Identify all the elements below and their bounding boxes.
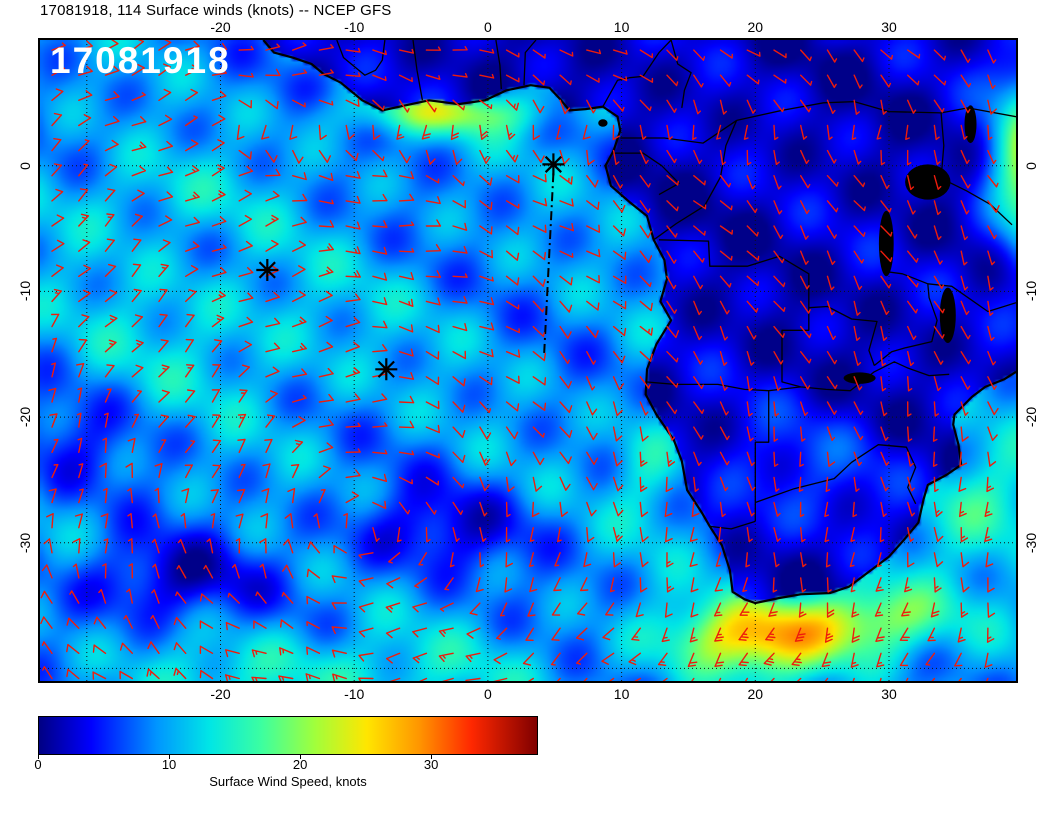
lon-tick-label-bottom: -10 [344,686,365,702]
lake-shape [843,372,876,384]
map-frame: 17081918 [38,38,1018,683]
colorbar-tick-label: 0 [34,757,42,772]
lon-tick-label-top: -20 [210,19,231,35]
lat-tick-label-right: -30 [1023,532,1039,553]
lon-tick-label-bottom: 0 [483,686,492,702]
lon-tick-label-top: 30 [881,19,897,35]
station-asterisk-markers [256,153,565,381]
lon-tick-label-top: 0 [483,19,492,35]
figure-title: 17081918, 114 Surface winds (knots) -- N… [40,2,392,19]
lat-tick-label-right: -20 [1023,406,1039,428]
lat-tick-label-left: 0 [17,161,33,170]
lake-shape [964,105,977,144]
colorbar-tick-label: 30 [423,757,439,772]
colorbar-title: Surface Wind Speed, knots [209,774,367,789]
africa-coastline [262,40,1016,605]
lat-tick-label-right: 0 [1023,161,1039,170]
lon-tick-label-bottom: 10 [613,686,630,702]
lake-shape [939,287,956,343]
run-timestamp-label: 17081918 [50,40,231,81]
colorbar-tick-mark [38,754,39,759]
lat-tick-label-left: -10 [17,281,33,302]
lake-shape [878,210,894,277]
lake-shape [905,164,951,200]
lon-tick-label-top: 20 [747,19,764,35]
graticule-grid [40,40,1016,681]
lake-shape [598,119,608,127]
lat-tick-label-left: -30 [17,532,33,553]
colorbar-tick-label: 10 [161,757,177,772]
lon-tick-label-bottom: 30 [881,686,897,702]
colorbar-tick-mark [300,754,302,759]
lat-tick-label-left: -20 [17,406,33,428]
lon-tick-label-bottom: -20 [210,686,231,702]
wind-barbs [40,40,1000,681]
colorbar-tick-mark [169,754,171,759]
lon-tick-label-top: 10 [613,19,630,35]
colorbar [38,716,538,755]
lon-tick-label-bottom: 20 [747,686,764,702]
colorbar-tick-mark [431,754,433,759]
lon-tick-label-top: -10 [344,19,365,35]
lat-tick-label-right: -10 [1023,281,1039,302]
wind-speed-field [40,40,1016,681]
colorbar-tick-label: 20 [292,757,308,772]
map-overlay [40,40,1016,681]
ship-track-line [543,173,555,357]
